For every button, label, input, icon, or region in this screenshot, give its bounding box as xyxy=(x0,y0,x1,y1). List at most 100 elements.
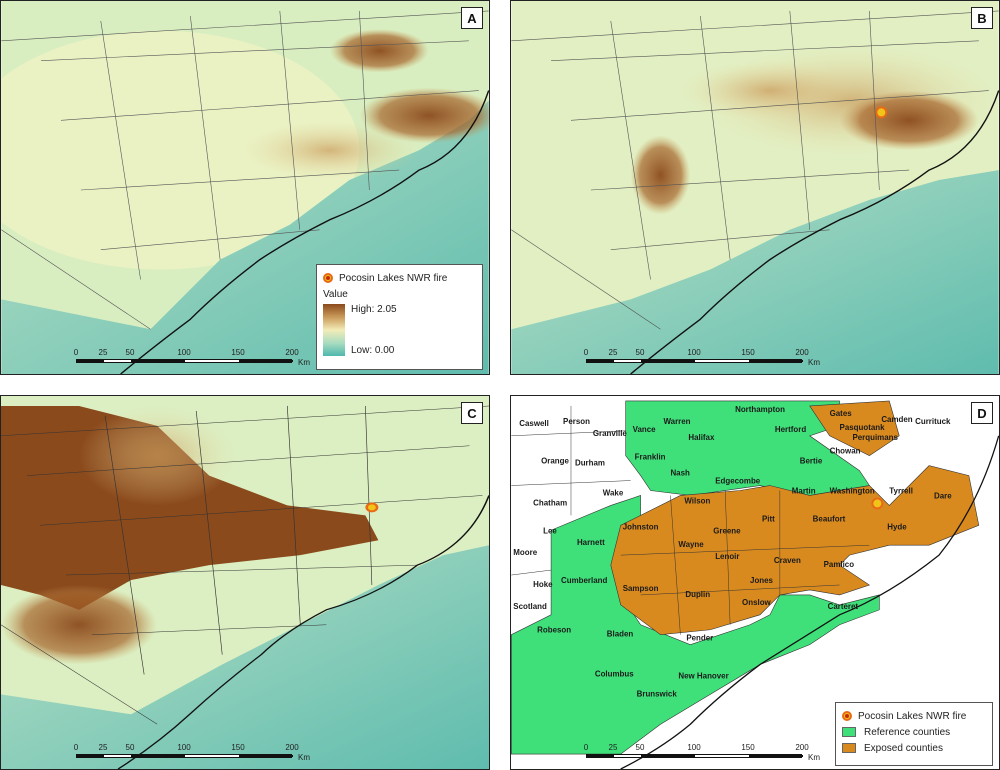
county-label-hyde: Hyde xyxy=(887,522,907,531)
land-shading xyxy=(1,30,360,270)
county-label-washington: Washington xyxy=(830,486,875,495)
ocean xyxy=(1,545,489,769)
scale-unit: Km xyxy=(808,358,820,367)
county-legend: Pocosin Lakes NWR fire Reference countie… xyxy=(835,702,993,766)
county-label-bladen: Bladen xyxy=(607,630,634,639)
county-label-hertford: Hertford xyxy=(775,425,806,434)
county-label-camden: Camden xyxy=(881,415,912,424)
smoke-plume-north xyxy=(79,405,236,506)
fire-icon xyxy=(365,502,379,513)
county-label-harnett: Harnett xyxy=(577,538,605,547)
coastline xyxy=(120,90,489,374)
scale-tick: 50 xyxy=(125,348,135,357)
smoke-plume-north xyxy=(329,28,430,73)
county-label-currituck: Currituck xyxy=(915,417,951,426)
smoke-plume-southwest xyxy=(630,135,691,215)
scale-tick: 25 xyxy=(608,743,618,752)
county-label-tyrrell: Tyrrell xyxy=(889,486,913,495)
county-label-hoke: Hoke xyxy=(533,580,553,589)
county-label-gates: Gates xyxy=(830,409,853,418)
scale-tick: 100 xyxy=(687,743,701,752)
county-label-wilson: Wilson xyxy=(684,496,710,505)
county-boundaries xyxy=(1,405,489,725)
scale-tick: 150 xyxy=(231,743,245,752)
scale-tick: 50 xyxy=(635,348,645,357)
scale-tick: 150 xyxy=(741,743,755,752)
legend-reference-label: Reference counties xyxy=(864,726,951,738)
scale-tick: 0 xyxy=(583,348,589,357)
county-label-person: Person xyxy=(563,417,590,426)
scale-tick: 100 xyxy=(177,348,191,357)
legend-fire-row: Pocosin Lakes NWR fire xyxy=(323,270,476,286)
smoke-map-a xyxy=(1,1,489,374)
smoke-plume-north xyxy=(680,60,860,121)
county-label-durham: Durham xyxy=(575,459,605,468)
coastline xyxy=(620,435,999,769)
scale-tick: 0 xyxy=(583,743,589,752)
county-label-jones: Jones xyxy=(750,576,774,585)
county-label-new-hanover: New Hanover xyxy=(678,671,728,680)
fire-icon xyxy=(871,497,884,510)
panel-label: C xyxy=(461,402,483,424)
county-label-craven: Craven xyxy=(774,556,801,565)
county-label-caswell: Caswell xyxy=(519,419,549,428)
county-label-pasquotank: Pasquotank xyxy=(840,423,886,432)
county-label-duplin: Duplin xyxy=(685,590,710,599)
legend-low-label: Low: 0.00 xyxy=(351,345,395,356)
legend-ramp-row: High: 2.05 Low: 0.00 xyxy=(323,304,476,356)
fire-icon xyxy=(842,711,852,721)
scale-tick: 150 xyxy=(741,348,755,357)
county-boundaries xyxy=(511,405,870,635)
county-label-onslow: Onslow xyxy=(742,598,771,607)
value-legend: Pocosin Lakes NWR fire Value High: 2.05 … xyxy=(316,264,483,370)
scale-tick: 25 xyxy=(98,348,108,357)
county-label-scotland: Scotland xyxy=(513,602,547,611)
scale-tick: 50 xyxy=(125,743,135,752)
legend-fire-label: Pocosin Lakes NWR fire xyxy=(858,710,967,722)
county-labels: Caswell Person Granville Vance Warren No… xyxy=(513,405,952,698)
county-label-dare: Dare xyxy=(934,491,952,500)
county-label-wake: Wake xyxy=(603,488,624,497)
scale-tick: 200 xyxy=(795,743,809,752)
scale-tick: 0 xyxy=(73,743,79,752)
county-map-d: Caswell Person Granville Vance Warren No… xyxy=(511,396,999,769)
legend-fire-label: Pocosin Lakes NWR fire xyxy=(339,272,448,284)
scale-tick: 200 xyxy=(285,348,299,357)
county-label-martin: Martin xyxy=(792,486,816,495)
scale-tick: 100 xyxy=(177,743,191,752)
county-label-sampson: Sampson xyxy=(623,584,659,593)
smoke-map-b xyxy=(511,1,999,374)
scale-tick: 150 xyxy=(231,348,245,357)
scale-unit: Km xyxy=(298,358,310,367)
panel-label: B xyxy=(971,7,993,29)
county-label-pender: Pender xyxy=(686,634,713,643)
county-label-pamlico: Pamlico xyxy=(824,560,855,569)
county-boundaries xyxy=(1,10,489,330)
scale-tick: 50 xyxy=(635,743,645,752)
county-label-granville: Granville xyxy=(593,429,628,438)
fire-icon xyxy=(875,106,888,119)
county-label-brunswick: Brunswick xyxy=(637,689,678,698)
county-label-wayne: Wayne xyxy=(678,540,704,549)
county-label-chatham: Chatham xyxy=(533,498,567,507)
county-label-pitt: Pitt xyxy=(762,514,775,523)
smoke-map-c xyxy=(1,396,489,769)
scale-unit: Km xyxy=(298,753,310,762)
panel-label: A xyxy=(461,7,483,29)
ocean xyxy=(511,170,999,374)
county-label-vance: Vance xyxy=(633,425,657,434)
scale-tick: 25 xyxy=(608,348,618,357)
county-label-bertie: Bertie xyxy=(800,457,823,466)
coastline xyxy=(117,495,489,769)
county-label-beaufort: Beaufort xyxy=(813,514,846,523)
color-ramp xyxy=(323,304,345,356)
coastline xyxy=(630,90,999,374)
scale-tick: 200 xyxy=(285,743,299,752)
scale-tick: 0 xyxy=(73,348,79,357)
panel-label: D xyxy=(971,402,993,424)
county-label-lee: Lee xyxy=(543,526,557,535)
county-label-halifax: Halifax xyxy=(688,433,715,442)
legend-exposed-label: Exposed counties xyxy=(864,742,943,754)
county-label-northampton: Northampton xyxy=(735,405,785,414)
county-label-edgecombe: Edgecombe xyxy=(715,477,761,486)
